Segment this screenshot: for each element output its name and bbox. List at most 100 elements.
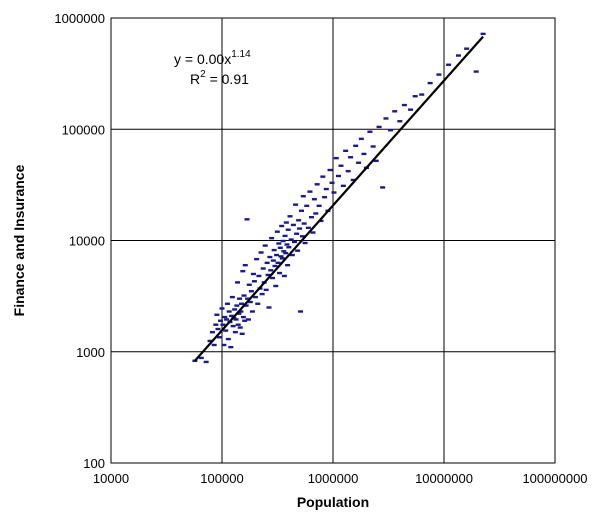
- data-point: [376, 125, 382, 129]
- data-point: [235, 281, 241, 284]
- data-point: [408, 108, 414, 111]
- data-point: [412, 95, 418, 98]
- data-point: [274, 230, 280, 233]
- data-point: [310, 231, 316, 234]
- data-point: [345, 169, 351, 173]
- data-point: [338, 164, 344, 167]
- data-point: [290, 223, 296, 227]
- data-point: [236, 312, 242, 315]
- data-point: [350, 178, 356, 182]
- data-point: [397, 120, 403, 123]
- data-point: [234, 304, 240, 307]
- data-point: [323, 187, 329, 191]
- data-point: [361, 152, 367, 156]
- data-point: [264, 261, 270, 265]
- data-point: [388, 129, 394, 132]
- data-point: [296, 219, 302, 222]
- data-point: [265, 273, 271, 277]
- data-point: [419, 93, 425, 96]
- data-point: [279, 257, 285, 260]
- data-point: [269, 236, 275, 240]
- data-point: [229, 295, 235, 299]
- tick-labels: 10000 100000 1000000 10000000 10000000010010…: [54, 11, 587, 486]
- data-point: [279, 224, 285, 228]
- x-tick-label: 100000: [200, 471, 243, 486]
- data-point: [224, 302, 230, 305]
- data-point: [427, 81, 433, 85]
- data-point: [238, 310, 244, 313]
- data-point: [203, 360, 209, 364]
- gridlines: [111, 18, 555, 463]
- data-point: [277, 246, 283, 249]
- data-point: [273, 284, 279, 288]
- data-point: [243, 304, 249, 307]
- data-point: [229, 314, 235, 318]
- data-point: [260, 267, 266, 270]
- data-point: [247, 300, 253, 304]
- data-point: [289, 253, 295, 257]
- data-point: [232, 330, 238, 334]
- data-point: [248, 290, 254, 293]
- y-tick-label: 100: [83, 456, 105, 471]
- data-point: [239, 302, 245, 305]
- data-point: [223, 329, 229, 332]
- data-point: [213, 323, 219, 326]
- data-point: [221, 343, 227, 347]
- data-point: [436, 73, 442, 76]
- data-point: [373, 159, 379, 163]
- data-point: [233, 318, 239, 321]
- data-point: [274, 253, 280, 257]
- data-point: [331, 191, 337, 194]
- data-point: [314, 183, 320, 186]
- data-point: [293, 203, 299, 206]
- data-point: [242, 263, 248, 267]
- data-point: [316, 204, 322, 208]
- data-point: [271, 248, 277, 252]
- data-point: [263, 288, 269, 292]
- r-squared-prefix: R: [190, 71, 200, 87]
- data-point: [297, 227, 303, 230]
- data-point: [277, 271, 283, 275]
- data-point: [198, 356, 204, 360]
- data-point: [307, 190, 313, 193]
- data-point: [267, 255, 273, 259]
- data-point: [353, 144, 359, 147]
- r-squared-suffix: = 0.91: [206, 71, 249, 87]
- data-points: [192, 32, 486, 364]
- data-point: [335, 174, 341, 178]
- data-point: [228, 345, 234, 349]
- data-point: [295, 249, 301, 252]
- data-point: [250, 272, 256, 276]
- r-squared-text: R2 = 0.91: [190, 69, 249, 87]
- data-point: [266, 306, 272, 309]
- data-point: [241, 294, 247, 297]
- data-point: [224, 318, 230, 321]
- data-point: [299, 235, 305, 238]
- data-point: [280, 239, 286, 243]
- data-point: [256, 274, 262, 278]
- data-point: [255, 302, 261, 305]
- x-tick-label: 1000000: [308, 471, 359, 486]
- y-tick-label: 100000: [62, 122, 105, 137]
- data-point: [281, 274, 287, 278]
- data-point: [276, 242, 282, 245]
- y-tick-label: 10000: [69, 234, 105, 249]
- equation-exponent: 1.14: [231, 49, 251, 60]
- y-tick-label: 1000000: [54, 11, 105, 26]
- data-point: [313, 212, 319, 215]
- equation-text: y = 0.00x1.14: [174, 49, 251, 67]
- data-point: [230, 324, 236, 328]
- trendline-group: [194, 35, 484, 362]
- data-point: [298, 209, 304, 212]
- data-point: [275, 261, 281, 265]
- data-point: [272, 264, 278, 268]
- data-point: [258, 251, 264, 254]
- data-point: [220, 323, 226, 326]
- data-point: [327, 168, 333, 172]
- data-point: [215, 327, 221, 331]
- data-point: [383, 117, 389, 120]
- data-point: [304, 204, 310, 208]
- data-point: [358, 137, 364, 141]
- data-point: [282, 234, 288, 238]
- data-point: [262, 244, 268, 247]
